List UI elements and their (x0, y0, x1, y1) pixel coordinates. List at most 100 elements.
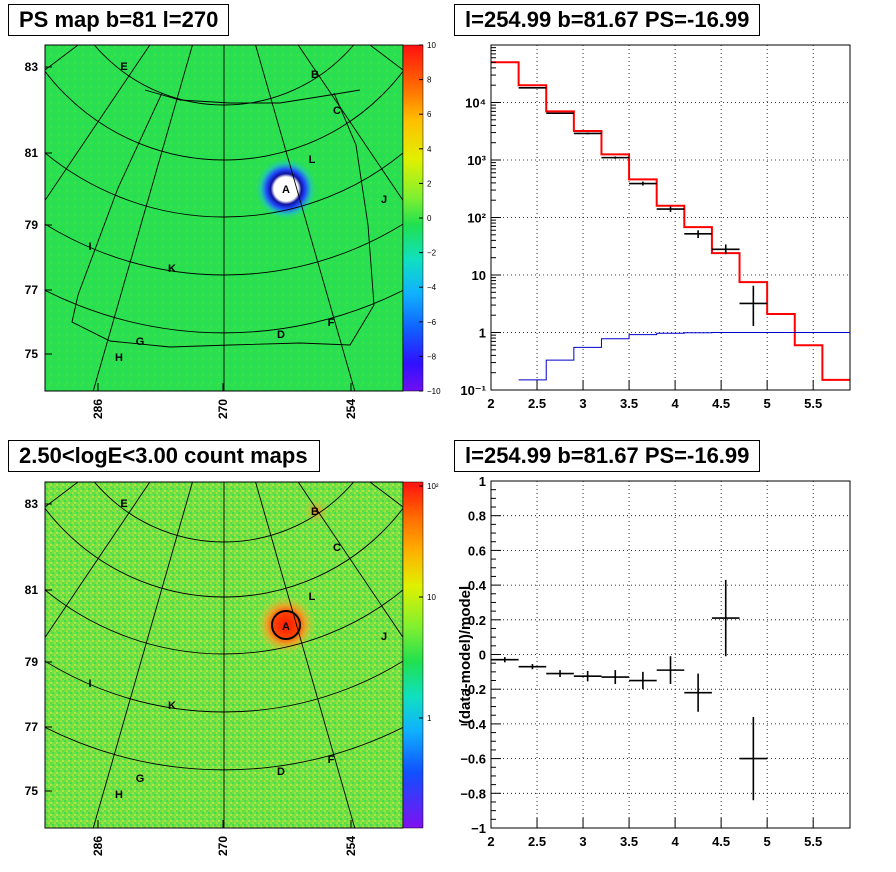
colorbar-tick-label: 4 (427, 145, 432, 154)
y-tick-label: 10² (467, 211, 486, 226)
x-tick-label: 4 (671, 834, 679, 849)
x-tick-label: 2.5 (528, 396, 546, 411)
colorbar-tick-label: 10 (427, 593, 436, 602)
residual-title: l=254.99 b=81.67 PS=-16.99 (454, 440, 761, 472)
x-tick-label: 5 (764, 834, 771, 849)
residual-point (491, 657, 519, 663)
colorbar-tick-label: 1 (427, 714, 432, 723)
count-map-title: 2.50<logE<3.00 count maps (8, 440, 320, 472)
source-label-k: K (168, 700, 176, 712)
y-tick-label: 0.2 (468, 613, 486, 628)
x-tick-label: 270 (216, 399, 230, 419)
residual-point (601, 670, 630, 684)
data-point (546, 112, 574, 115)
ps-map-panel: A B C D E F G H I J K L 83 81 79 77 75 286 270 254 10 8 6 4 2… (25, 41, 441, 419)
x-tick-label: 5.5 (804, 396, 822, 411)
x-tick-label: 286 (91, 836, 105, 856)
y-tick-label: 10⁴ (465, 96, 486, 111)
longitude-line (92, 482, 193, 828)
source-label-f: F (328, 317, 335, 329)
x-tick-label: 4.5 (712, 396, 730, 411)
residual-point (546, 670, 574, 678)
count-map-panel: A B C D E F G H I J K L 83 81 79 77 75 286 270 254 10² 10 1 (25, 481, 439, 856)
residual-panel: −1 −0.8 −0.6 −0.4 −0.2 0 0.2 0.4 0.6 0.8 1 2 2.5 3 3.5… (457, 474, 851, 849)
model-background-line (518, 332, 850, 381)
source-label-c: C (333, 542, 341, 554)
longitude-line (297, 45, 403, 202)
ps-map-grid (45, 45, 403, 391)
y-tick-label: 0.6 (468, 543, 486, 558)
y-tick-label: −0.8 (460, 786, 486, 801)
x-tick-label: 5.5 (804, 834, 822, 849)
count-colorbar (402, 481, 424, 829)
residual-ylabel: (data-model)/model (457, 586, 474, 724)
residual-point (573, 670, 602, 682)
y-tick-label: 77 (25, 720, 39, 734)
colorbar-tick-label: 8 (427, 76, 432, 85)
colorbar-tick-label: −6 (427, 318, 437, 327)
source-label-a: A (282, 184, 290, 196)
colorbar-tick-label: 6 (427, 110, 432, 119)
x-tick-label: 2 (487, 834, 494, 849)
survey-boundary-top (144, 89, 361, 104)
ps-map-title: PS map b=81 l=270 (8, 4, 230, 36)
x-tick-label: 254 (344, 836, 358, 856)
source-label-f: F (328, 754, 335, 766)
data-point (739, 285, 768, 326)
survey-boundary (71, 92, 375, 348)
colorbar-tick-label: 10 (427, 41, 436, 50)
colorbar-tick-label: −8 (427, 352, 437, 361)
spectrum-title: l=254.99 b=81.67 PS=-16.99 (454, 4, 761, 36)
x-tick-label: 3 (579, 834, 586, 849)
colorbar-tick-label: 2 (427, 179, 432, 188)
y-tick-label: 79 (25, 218, 39, 232)
x-tick-label: 4 (671, 396, 679, 411)
spectrum-grid (491, 45, 850, 391)
y-tick-label: 81 (25, 583, 39, 597)
residual-point (711, 579, 740, 657)
source-label-l: L (309, 154, 316, 166)
source-label-i: I (88, 241, 91, 253)
longitude-line (255, 482, 356, 828)
source-label-b: B (311, 506, 319, 518)
source-label-d: D (277, 329, 285, 341)
data-point (684, 230, 712, 239)
y-tick-label: −0.2 (460, 682, 486, 697)
residual-point (656, 656, 685, 684)
source-label-a: A (282, 621, 290, 633)
data-point (518, 87, 547, 89)
source-label-c: C (333, 105, 341, 117)
count-source-a-ring (271, 610, 301, 640)
longitude-line (92, 45, 193, 391)
x-tick-label: 3 (579, 396, 586, 411)
source-label-k: K (168, 263, 176, 275)
y-tick-label: 77 (25, 283, 39, 297)
y-tick-label: 83 (25, 497, 39, 511)
longitude-line (45, 482, 151, 639)
y-tick-label: −1 (471, 821, 486, 836)
y-tick-label: 81 (25, 146, 39, 160)
data-point (711, 244, 740, 255)
y-tick-label: 10⁻¹ (460, 383, 486, 398)
source-label-e: E (120, 61, 127, 73)
data-point (656, 206, 685, 212)
y-tick-label: 75 (25, 784, 39, 798)
source-label-g: G (136, 336, 145, 348)
residual-point (629, 671, 657, 690)
x-tick-label: 254 (344, 399, 358, 419)
y-tick-label: 0 (479, 648, 486, 663)
source-label-h: H (115, 789, 123, 801)
x-tick-label: 2 (487, 396, 494, 411)
x-tick-label: 270 (216, 836, 230, 856)
y-tick-label: 79 (25, 655, 39, 669)
y-tick-label: 0.8 (468, 509, 486, 524)
y-tick-label: 1 (479, 326, 486, 341)
y-tick-label: 0.4 (468, 578, 487, 593)
colorbar-tick-label: −4 (427, 283, 437, 292)
longitude-line (297, 482, 403, 639)
colorbar-tick-label: 0 (427, 214, 432, 223)
y-tick-label: 10 (472, 268, 486, 283)
residual-point (684, 673, 712, 712)
spectrum-panel: 10⁻¹ 1 10 10² 10³ 10⁴ 2 2.5 3 3.5 4 4.5 5 5.5 (460, 44, 851, 411)
source-label-b: B (311, 69, 319, 81)
